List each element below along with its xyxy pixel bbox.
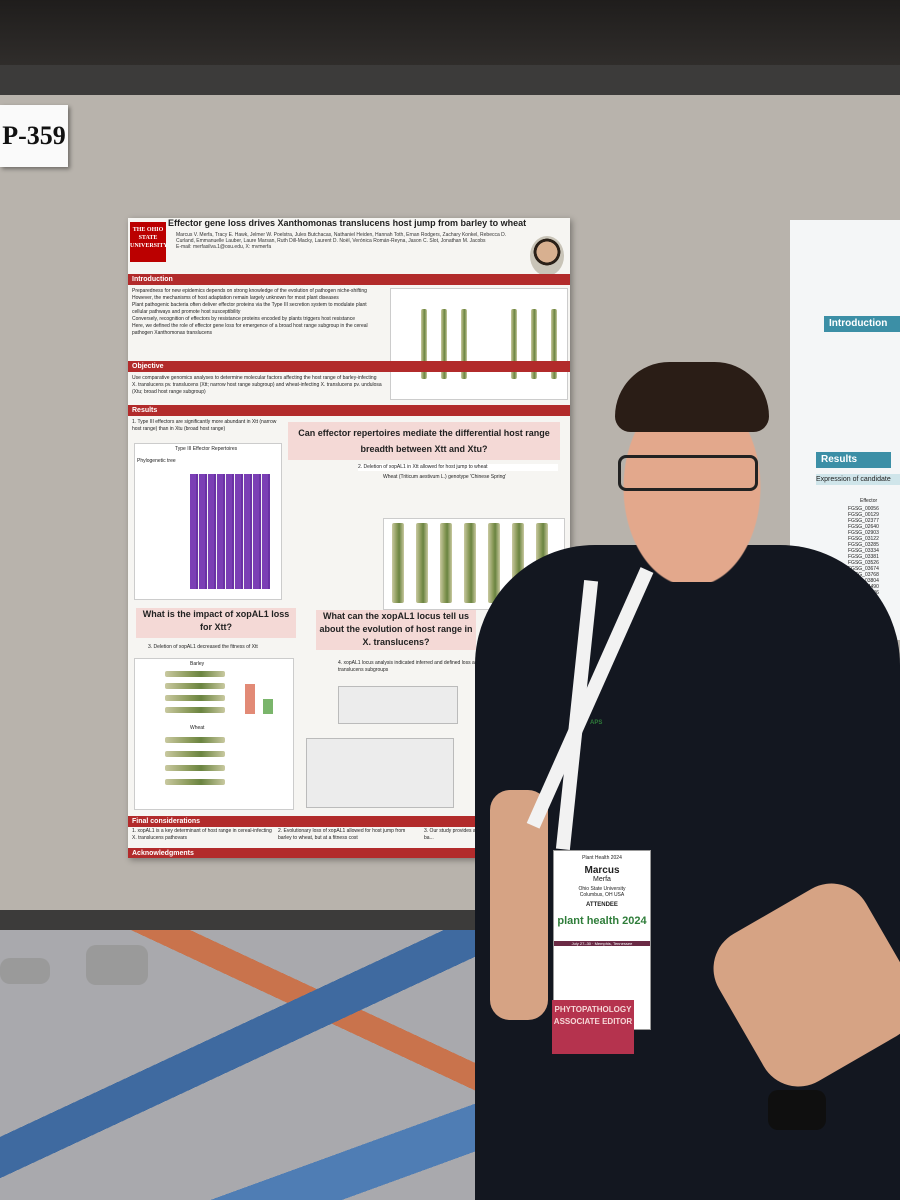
effector-list-item: FGSG_02377 xyxy=(848,518,879,524)
badge-event: Plant Health 2024 xyxy=(582,855,622,861)
intro-item: Conversely, recognition of effectors by … xyxy=(132,316,355,322)
effector-list-item: FGSG_03122 xyxy=(848,536,879,542)
university-logo: THE OHIO STATE UNIVERSITY xyxy=(130,222,168,262)
section-final-considerations: Final considerations xyxy=(128,816,570,827)
badge-city: Columbus, OH USA xyxy=(579,892,625,898)
result-1-text: 1. Type III effectors are significantly … xyxy=(132,419,277,432)
intro-item: Plant pathogenic bacteria often deliver … xyxy=(132,302,367,315)
leaf-sample xyxy=(464,523,476,603)
section-objective: Objective xyxy=(128,361,570,372)
leaf-sample xyxy=(165,671,225,677)
leaf-sample xyxy=(165,707,225,713)
callout-question-2: What is the impact of xopAL1 loss for Xt… xyxy=(136,608,296,638)
badge-last-name: Merfa xyxy=(593,876,611,883)
effector-list-item: FGSG_03381 xyxy=(848,554,879,560)
contact-email: E-mail: merfasilva.1@osu.edu, X: mvmerfa xyxy=(176,244,272,250)
intro-item: However, the mechanisms of host adaptati… xyxy=(132,295,339,301)
effector-list-item: FGSG_03285 xyxy=(848,542,879,548)
result-4-text: 4. xopAL1 locus analysis indicated infer… xyxy=(338,660,493,673)
poster-title: Effector gene loss drives Xanthomonas tr… xyxy=(168,218,527,228)
fitness-figure: Barley Wheat xyxy=(134,658,294,810)
leaf-sample xyxy=(392,523,404,603)
poster2-introduction-heading: Introduction xyxy=(824,316,900,332)
leaf-sample xyxy=(165,779,225,785)
figure-caption xyxy=(306,738,454,808)
bar-xtt-mutant xyxy=(263,699,273,714)
leaf-sample xyxy=(441,309,447,379)
effector-list-item: FGSG_02640 xyxy=(848,524,879,530)
barley-label: Barley xyxy=(190,661,205,667)
leaf-sample xyxy=(165,751,225,757)
effector-list-item: FGSG_03768 xyxy=(848,572,879,578)
smartwatch xyxy=(768,1090,826,1130)
final-1: 1. xopAL1 is a key determinant of host r… xyxy=(132,828,272,841)
leaf-sample xyxy=(165,737,225,743)
section-introduction: Introduction xyxy=(128,274,570,285)
passerby-shoe xyxy=(0,958,50,984)
leaf-sample xyxy=(165,695,225,701)
result-3-text: 3. Deletion of xopAL1 decreased the fitn… xyxy=(148,644,258,650)
leaf-sample xyxy=(440,523,452,603)
intro-list: Preparedness for new epidemics depends o… xyxy=(132,288,382,337)
leaf-sample xyxy=(165,683,225,689)
poster2-effector-header: Effector xyxy=(860,498,878,504)
effector-list-item: FGSG_03526 xyxy=(848,560,879,566)
badge-role: ATTENDEE xyxy=(586,902,618,908)
poster-number-sign: P-359 xyxy=(0,105,68,167)
badge-first-name: Marcus xyxy=(584,865,620,876)
badge-org: Ohio State University xyxy=(578,886,626,892)
tree-label: Phylogenetic tree xyxy=(137,458,176,464)
effector-list-item: FGSG_00129 xyxy=(848,512,879,518)
badge-dates: July 27–30 · Memphis, Tennessee xyxy=(554,941,650,946)
poster-authors: Marcus V. Merfa, Tracy E. Hawk, Jelmer W… xyxy=(176,232,526,250)
leaf-sample xyxy=(531,309,537,379)
effector-heatmap xyxy=(190,474,270,589)
wheat-genotype-label: Wheat (Triticum aestivum L.) genotype 'C… xyxy=(383,474,507,480)
passerby-shoe xyxy=(86,945,148,985)
result-2-text: 2. Deletion of xopAL1 in Xtt allowed for… xyxy=(358,464,558,471)
effector-list-item: FGSG_00056 xyxy=(848,506,879,512)
section-acknowledgments: Acknowledgments xyxy=(128,848,570,858)
leaf-sample xyxy=(421,309,427,379)
leaf-sample xyxy=(165,765,225,771)
wheat-label: Wheat xyxy=(190,725,205,731)
final-2: 2. Evolutionary loss of xopAL1 allowed f… xyxy=(278,828,406,841)
poster2-results-heading: Results xyxy=(816,452,891,468)
effector-list-item: FGSG_03334 xyxy=(848,548,879,554)
glasses xyxy=(618,455,758,491)
university-name: THE OHIO STATE UNIVERSITY xyxy=(130,227,168,249)
callout-question-1: Can effector repertoires mediate the dif… xyxy=(288,422,560,460)
person-hair xyxy=(615,362,769,432)
lanyard-logo: APS xyxy=(590,720,603,726)
badge-logo: plant health 2024 xyxy=(557,915,647,927)
intro-item: Preparedness for new epidemics depends o… xyxy=(132,288,367,294)
leaf-sample xyxy=(416,523,428,603)
badge-ribbon: PHYTOPATHOLOGY ASSOCIATE EDITOR xyxy=(552,1000,634,1054)
section-results: Results xyxy=(128,405,570,416)
bar-xtt-wt xyxy=(245,684,255,714)
effector-heatmap-figure: Type III Effector Repertoires Phylogenet… xyxy=(134,443,282,600)
intro-item: Here, we defined the role of effector ge… xyxy=(132,323,368,336)
authors-text: Marcus V. Merfa, Tracy E. Hawk, Jelmer W… xyxy=(176,232,507,244)
intro-figure-leaves xyxy=(390,288,568,400)
leaf-sample xyxy=(461,309,467,379)
poster2-expression-label: Expression of candidate xyxy=(816,474,900,485)
objective-text: Use comparative genomics analyses to det… xyxy=(132,375,382,395)
leaf-sample xyxy=(551,309,557,379)
callout-question-3: What can the xopAL1 locus tell us about … xyxy=(316,610,476,650)
figure-caption xyxy=(338,686,458,724)
research-poster: THE OHIO STATE UNIVERSITY Effector gene … xyxy=(128,218,570,858)
heatmap-title: Type III Effector Repertoires xyxy=(175,446,238,452)
author-headshot xyxy=(530,236,564,276)
effector-list-item: FGSG_02903 xyxy=(848,530,879,536)
effector-list-item: FGSG_03674 xyxy=(848,566,879,572)
leaf-sample xyxy=(511,309,517,379)
leaf-sample xyxy=(488,523,500,603)
